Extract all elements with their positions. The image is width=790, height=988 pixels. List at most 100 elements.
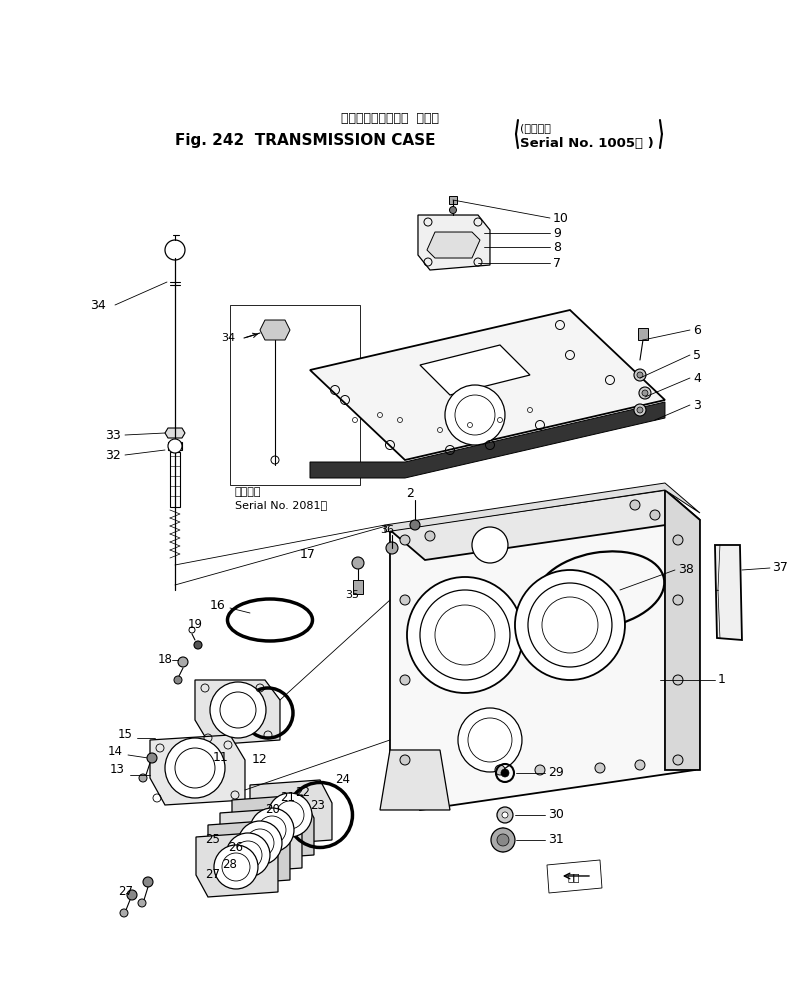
Text: 3: 3	[693, 398, 701, 412]
Text: 22: 22	[295, 786, 310, 799]
Circle shape	[268, 793, 312, 837]
Bar	[449, 196, 457, 204]
Text: Serial No. 1005～ ): Serial No. 1005～ )	[520, 136, 653, 149]
Circle shape	[210, 682, 266, 738]
Text: 32: 32	[105, 449, 121, 461]
Circle shape	[458, 708, 522, 772]
Circle shape	[639, 387, 651, 399]
Bar	[170, 452, 180, 507]
Text: 1: 1	[718, 674, 726, 687]
Text: 30: 30	[548, 808, 564, 821]
Circle shape	[497, 807, 513, 823]
Circle shape	[138, 899, 146, 907]
Text: 24: 24	[335, 774, 350, 786]
Text: 12: 12	[252, 754, 268, 767]
Text: 27: 27	[205, 868, 220, 881]
Text: 14: 14	[108, 746, 123, 759]
Text: 16: 16	[210, 600, 226, 613]
Polygon shape	[232, 795, 314, 860]
Text: 17: 17	[300, 548, 316, 561]
Circle shape	[214, 845, 258, 889]
Circle shape	[168, 439, 182, 453]
Circle shape	[634, 404, 646, 416]
Text: 9: 9	[553, 226, 561, 239]
Polygon shape	[208, 820, 290, 885]
Circle shape	[143, 877, 153, 887]
Text: 6: 6	[693, 323, 701, 337]
Text: 23: 23	[310, 799, 325, 812]
Text: 34: 34	[221, 333, 235, 343]
Circle shape	[194, 641, 202, 649]
Text: 20: 20	[265, 803, 280, 816]
Circle shape	[425, 531, 435, 541]
Text: 7: 7	[553, 257, 561, 270]
Polygon shape	[385, 483, 700, 532]
Polygon shape	[493, 828, 514, 852]
Circle shape	[226, 833, 270, 877]
Circle shape	[673, 755, 683, 765]
Circle shape	[120, 909, 128, 917]
Circle shape	[501, 769, 509, 777]
Circle shape	[635, 760, 645, 770]
Circle shape	[400, 675, 410, 685]
Polygon shape	[427, 232, 480, 258]
Circle shape	[250, 808, 294, 852]
Polygon shape	[165, 428, 185, 438]
Circle shape	[502, 812, 508, 818]
Circle shape	[178, 657, 188, 667]
Text: 前方: 前方	[568, 872, 581, 882]
Circle shape	[400, 595, 410, 605]
Circle shape	[637, 407, 643, 413]
Text: 13: 13	[110, 764, 125, 777]
Circle shape	[630, 500, 640, 510]
Text: 35: 35	[345, 590, 359, 600]
Circle shape	[495, 765, 505, 775]
Circle shape	[650, 510, 660, 520]
Text: 29: 29	[548, 767, 564, 780]
Text: 33: 33	[105, 429, 121, 442]
Text: 8: 8	[553, 240, 561, 254]
Polygon shape	[418, 215, 490, 270]
Polygon shape	[195, 680, 280, 745]
Circle shape	[642, 390, 648, 396]
Text: トランスミッション  ケース: トランスミッション ケース	[341, 112, 439, 124]
Circle shape	[400, 755, 410, 765]
Polygon shape	[665, 490, 700, 770]
Circle shape	[174, 676, 182, 684]
Text: 26: 26	[228, 842, 243, 855]
Circle shape	[165, 738, 225, 798]
Polygon shape	[260, 320, 290, 340]
Circle shape	[238, 821, 282, 864]
Text: 37: 37	[772, 561, 788, 574]
Circle shape	[139, 774, 147, 782]
Polygon shape	[715, 545, 742, 640]
Polygon shape	[420, 345, 530, 395]
Circle shape	[410, 520, 420, 530]
Text: 34: 34	[90, 298, 106, 311]
Polygon shape	[220, 808, 302, 873]
Text: 28: 28	[222, 859, 237, 871]
Text: 36: 36	[380, 525, 394, 535]
Circle shape	[352, 557, 364, 569]
Circle shape	[634, 369, 646, 381]
Text: 19: 19	[188, 618, 203, 631]
Bar	[638, 328, 648, 340]
Polygon shape	[150, 735, 245, 805]
Polygon shape	[390, 490, 695, 810]
Circle shape	[497, 834, 509, 846]
Text: 38: 38	[678, 563, 694, 576]
Text: 4: 4	[693, 371, 701, 384]
Text: (適用号機: (適用号機	[520, 124, 551, 133]
Circle shape	[673, 675, 683, 685]
Circle shape	[595, 763, 605, 773]
Circle shape	[445, 385, 505, 445]
Text: 18: 18	[158, 653, 173, 667]
Polygon shape	[380, 750, 450, 810]
Text: Fig. 242  TRANSMISSION CASE: Fig. 242 TRANSMISSION CASE	[175, 132, 435, 147]
Circle shape	[127, 890, 137, 900]
Circle shape	[515, 570, 625, 680]
Circle shape	[472, 527, 508, 563]
Polygon shape	[310, 402, 665, 478]
Circle shape	[386, 542, 398, 554]
Text: 5: 5	[693, 349, 701, 362]
